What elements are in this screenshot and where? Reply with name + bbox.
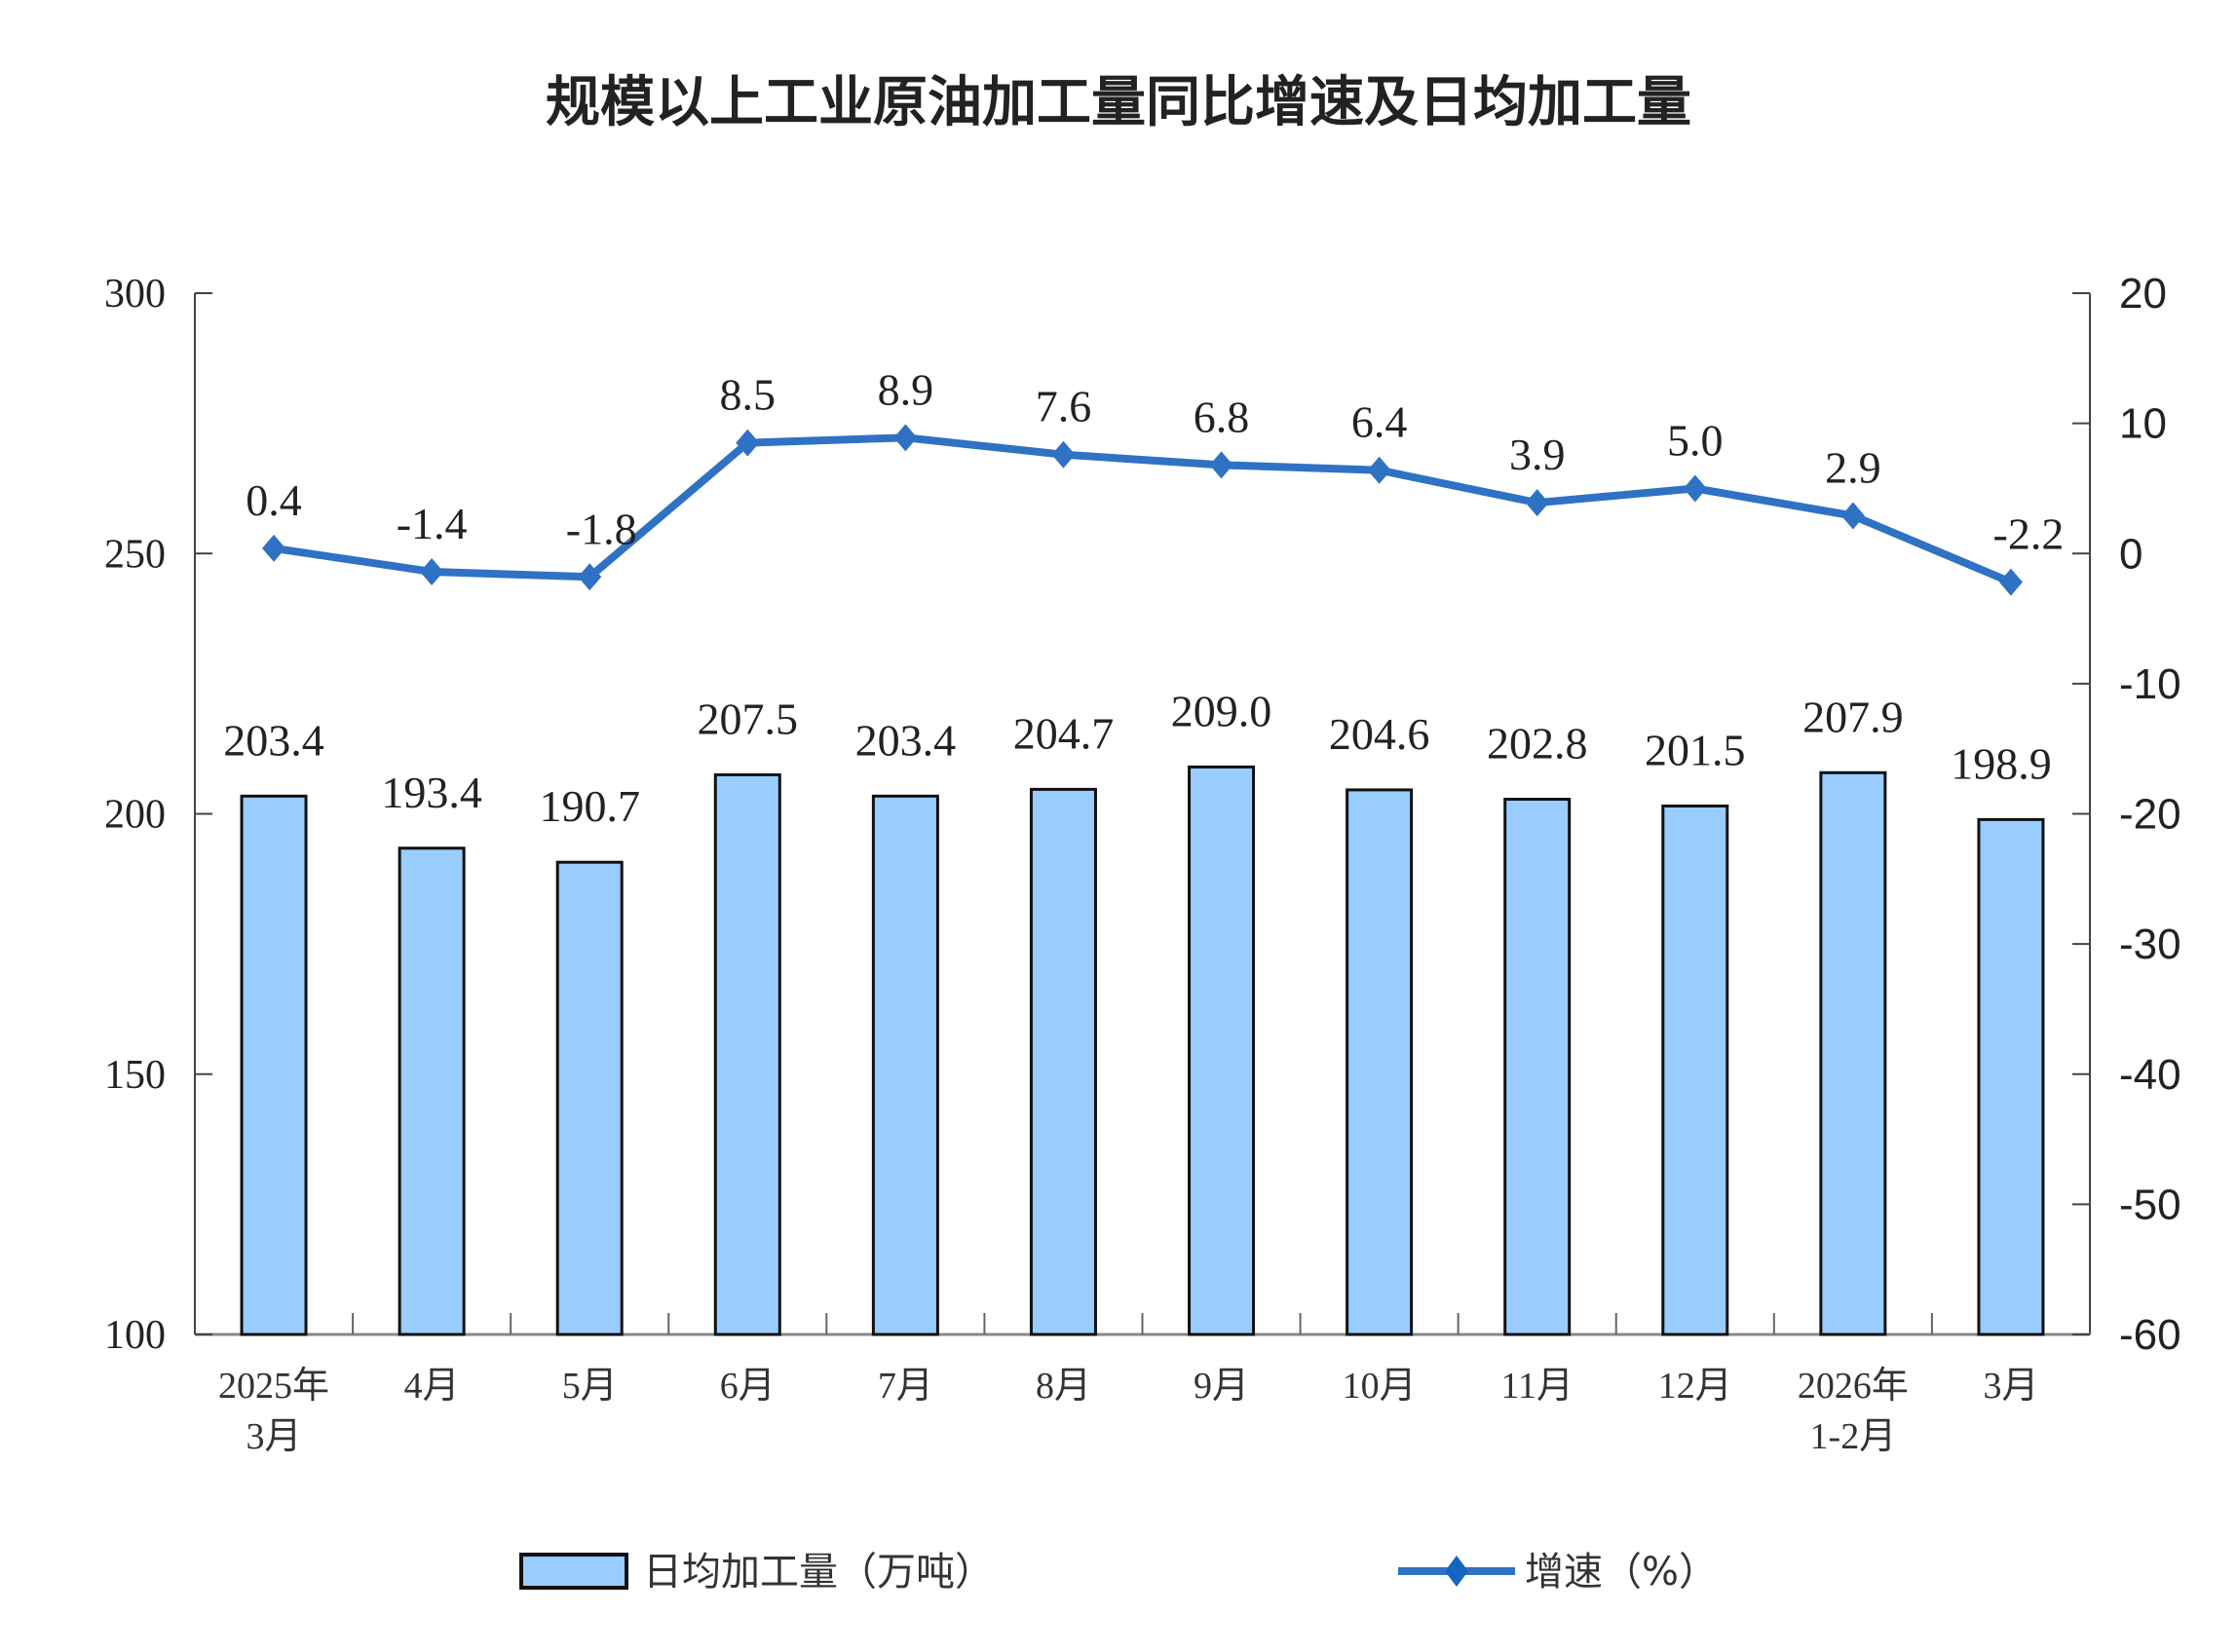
x-tick-label: 2026年: [1798, 1366, 1909, 1407]
bar-data-label: 207.9: [1802, 692, 1904, 741]
bar: [240, 794, 308, 1336]
right-tick-label: 20: [2119, 270, 2167, 318]
bar-data-label: 204.6: [1329, 709, 1430, 759]
x-tick-label: 8月: [1036, 1366, 1091, 1407]
line-data-label: 8.5: [720, 370, 777, 420]
bar-data-label: 203.4: [855, 715, 957, 765]
legend-diamond-icon: [1445, 1556, 1468, 1587]
right-tick-label: -60: [2119, 1311, 2181, 1359]
line-marker: [893, 424, 918, 452]
left-tick-label: 100: [104, 1313, 166, 1358]
right-tick-label: -20: [2119, 791, 2181, 839]
legend-bar-swatch: [519, 1553, 628, 1590]
line-data-label: -2.2: [1993, 509, 2065, 559]
line-marker: [1998, 568, 2023, 596]
bar-data-label: 207.5: [698, 694, 799, 743]
legend-bar-label: 日均加工量（万吨）: [643, 1550, 994, 1595]
line-marker: [1209, 451, 1233, 479]
bar: [398, 846, 466, 1336]
line-marker: [1525, 489, 1549, 517]
bar-data-label: 203.4: [223, 715, 324, 765]
line-marker: [1683, 474, 1707, 503]
bar: [1977, 817, 2045, 1336]
line-data-label: 3.9: [1509, 430, 1566, 479]
bar: [1029, 787, 1097, 1336]
left-tick-label: 300: [104, 272, 166, 317]
line-marker: [578, 563, 602, 591]
line-data-label: 6.4: [1351, 397, 1408, 447]
line-data-label: 8.9: [878, 364, 934, 414]
line-marker: [1367, 456, 1391, 484]
right-tick-label: -40: [2119, 1051, 2181, 1099]
line-marker: [1840, 502, 1865, 530]
line-data-label: -1.4: [397, 499, 468, 548]
line-data-label: 0.4: [246, 475, 302, 525]
bar: [871, 794, 939, 1336]
bar-data-label: 198.9: [1951, 738, 2052, 788]
x-tick-label: 10月: [1343, 1366, 1417, 1407]
growth-line: [273, 433, 2013, 586]
line-marker: [262, 534, 286, 562]
x-tick-label: 7月: [878, 1366, 933, 1407]
legend-line-label: 增速（%）: [1525, 1550, 1718, 1595]
left-tick-label: 150: [104, 1053, 166, 1098]
bar-data-label: 193.4: [381, 768, 482, 817]
left-tick-label: 200: [104, 793, 166, 838]
line-marker: [736, 429, 760, 457]
bar-data-label: 209.0: [1171, 686, 1272, 735]
bar: [713, 772, 781, 1336]
bar: [1188, 765, 1256, 1336]
right-tick-label: 0: [2119, 530, 2142, 578]
x-tick-label: 1-2月: [1810, 1416, 1897, 1457]
line-data-label: 5.0: [1667, 415, 1724, 465]
bar: [1346, 788, 1414, 1336]
x-tick-label: 6月: [720, 1366, 776, 1407]
left-tick-label: 250: [104, 532, 166, 577]
x-tick-label: 11月: [1500, 1366, 1573, 1407]
x-tick-label: 5月: [562, 1366, 618, 1407]
line-marker: [1051, 440, 1076, 469]
bar: [1503, 798, 1572, 1336]
bar-data-label: 202.8: [1487, 719, 1588, 769]
line-data-label: 6.8: [1194, 392, 1250, 441]
bar: [1819, 770, 1887, 1336]
x-tick-label: 3月: [246, 1416, 302, 1457]
line-marker: [420, 557, 444, 585]
chart-title: 规模以上工业原油加工量同比增速及日均加工量: [546, 71, 1691, 134]
x-tick-label: 9月: [1194, 1366, 1249, 1407]
line-data-label: 2.9: [1825, 442, 1881, 492]
x-tick-label: 3月: [1983, 1366, 2038, 1407]
right-tick-label: -30: [2119, 920, 2181, 968]
x-tick-label: 12月: [1658, 1366, 1732, 1407]
bar-data-label: 204.7: [1013, 708, 1115, 758]
line-data-label: -1.8: [566, 504, 637, 553]
right-tick-label: 10: [2119, 400, 2167, 448]
x-tick-label: 2025年: [218, 1366, 329, 1407]
x-tick-label: 4月: [404, 1366, 460, 1407]
line-data-label: 7.6: [1036, 382, 1092, 432]
bar: [1661, 804, 1729, 1336]
bar-data-label: 190.7: [539, 781, 640, 831]
bar-data-label: 201.5: [1645, 725, 1746, 774]
right-tick-label: -50: [2119, 1181, 2181, 1228]
bar: [555, 860, 624, 1336]
right-tick-label: -10: [2119, 660, 2181, 708]
